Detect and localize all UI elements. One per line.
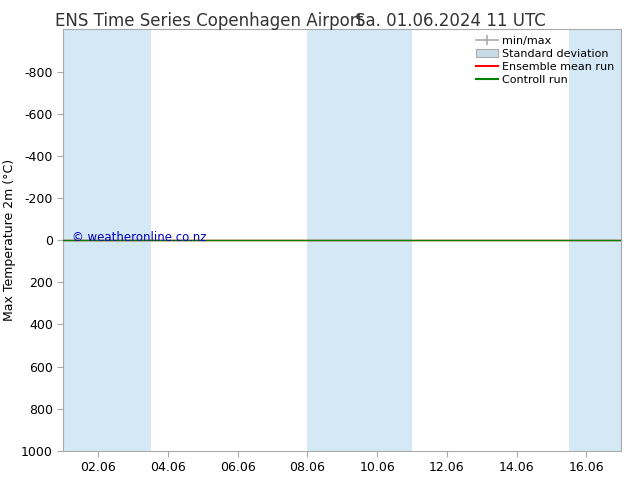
Text: Sa. 01.06.2024 11 UTC: Sa. 01.06.2024 11 UTC <box>355 12 545 30</box>
Bar <box>569 29 634 451</box>
Text: © weatheronline.co.nz: © weatheronline.co.nz <box>72 231 206 245</box>
Bar <box>307 29 412 451</box>
Text: ENS Time Series Copenhagen Airport: ENS Time Series Copenhagen Airport <box>55 12 363 30</box>
Y-axis label: Max Temperature 2m (°C): Max Temperature 2m (°C) <box>3 159 16 321</box>
Legend: min/max, Standard deviation, Ensemble mean run, Controll run: min/max, Standard deviation, Ensemble me… <box>472 33 618 88</box>
Bar <box>46 29 150 451</box>
